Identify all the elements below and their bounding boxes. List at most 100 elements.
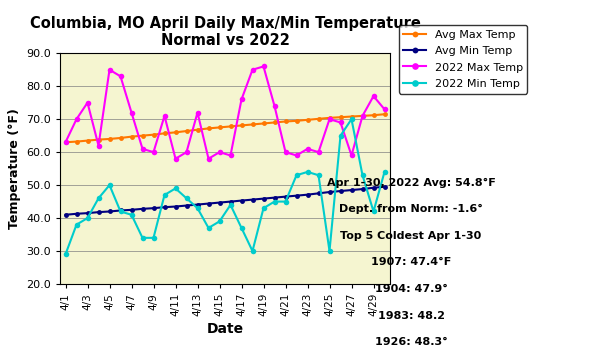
Avg Min Temp (95, 210, 102, 214)
2022 Max Temp (95, 143, 102, 148)
Line: 2022 Max Temp: 2022 Max Temp (63, 64, 387, 162)
2022 Min Temp (260, 206, 267, 210)
Avg Max Temp (370, 113, 377, 118)
Avg Min Temp (84, 211, 91, 215)
2022 Min Temp (62, 252, 69, 256)
2022 Max Temp (183, 150, 190, 154)
Avg Max Temp (282, 119, 289, 124)
Avg Min Temp (381, 185, 388, 189)
2022 Min Temp (238, 226, 245, 230)
Avg Max Temp (293, 119, 300, 123)
2022 Max Temp (194, 110, 201, 115)
Avg Min Temp (128, 208, 135, 212)
2022 Min Temp (249, 249, 256, 253)
2022 Max Temp (348, 153, 355, 158)
Avg Max Temp (161, 131, 168, 136)
Line: Avg Min Temp: Avg Min Temp (63, 184, 387, 217)
2022 Min Temp (95, 196, 102, 201)
Avg Min Temp (172, 204, 179, 209)
Line: 2022 Min Temp: 2022 Min Temp (63, 116, 387, 257)
2022 Max Temp (315, 150, 322, 154)
2022 Min Temp (84, 216, 91, 220)
2022 Max Temp (260, 64, 267, 69)
2022 Max Temp (238, 97, 245, 102)
2022 Min Temp (227, 203, 234, 207)
Avg Min Temp (359, 187, 366, 191)
2022 Max Temp (304, 147, 311, 151)
Avg Min Temp (370, 186, 377, 190)
2022 Min Temp (117, 209, 124, 214)
Avg Min Temp (161, 205, 168, 209)
Avg Min Temp (249, 197, 256, 202)
2022 Max Temp (84, 100, 91, 105)
2022 Max Temp (271, 104, 278, 108)
2022 Min Temp (315, 173, 322, 178)
2022 Min Temp (106, 183, 113, 187)
2022 Max Temp (381, 107, 388, 111)
2022 Max Temp (205, 157, 212, 161)
Avg Max Temp (216, 125, 223, 130)
2022 Max Temp (359, 114, 366, 118)
Avg Max Temp (315, 117, 322, 121)
X-axis label: Date: Date (206, 322, 244, 336)
2022 Min Temp (161, 193, 168, 197)
2022 Max Temp (337, 120, 344, 125)
2022 Max Temp (172, 157, 179, 161)
2022 Min Temp (337, 133, 344, 138)
Avg Min Temp (150, 206, 157, 210)
Avg Max Temp (172, 130, 179, 135)
Avg Max Temp (238, 123, 245, 127)
Avg Min Temp (216, 201, 223, 205)
Avg Max Temp (183, 129, 190, 133)
Avg Max Temp (359, 114, 366, 118)
Avg Min Temp (326, 190, 333, 194)
Avg Max Temp (150, 132, 157, 137)
Text: 1907: 47.4°F: 1907: 47.4°F (371, 257, 451, 267)
Text: Top 5 Coldest Apr 1-30: Top 5 Coldest Apr 1-30 (340, 231, 482, 241)
Avg Max Temp (271, 120, 278, 125)
2022 Min Temp (304, 170, 311, 174)
Text: Apr 1-30, 2022 Avg: 54.8°F: Apr 1-30, 2022 Avg: 54.8°F (326, 178, 496, 187)
2022 Max Temp (227, 153, 234, 158)
2022 Min Temp (150, 236, 157, 240)
2022 Max Temp (73, 117, 80, 121)
Avg Max Temp (84, 138, 91, 143)
Text: Dept. from Norm: -1.6°: Dept. from Norm: -1.6° (339, 204, 483, 214)
Avg Min Temp (238, 198, 245, 203)
Avg Min Temp (271, 196, 278, 200)
Avg Max Temp (139, 133, 146, 138)
Avg Min Temp (205, 201, 212, 206)
2022 Max Temp (326, 117, 333, 121)
2022 Max Temp (282, 150, 289, 154)
2022 Max Temp (139, 147, 146, 151)
2022 Min Temp (73, 223, 80, 227)
Avg Max Temp (205, 126, 212, 131)
2022 Max Temp (128, 110, 135, 115)
Legend: Avg Max Temp, Avg Min Temp, 2022 Max Temp, 2022 Min Temp: Avg Max Temp, Avg Min Temp, 2022 Max Tem… (399, 25, 527, 93)
Avg Min Temp (62, 213, 69, 217)
Y-axis label: Temperature (°F): Temperature (°F) (8, 108, 20, 229)
Avg Min Temp (117, 208, 124, 213)
2022 Min Temp (381, 170, 388, 174)
Avg Min Temp (337, 189, 344, 193)
Line: Avg Max Temp: Avg Max Temp (63, 112, 387, 145)
Avg Max Temp (128, 135, 135, 139)
2022 Min Temp (216, 219, 223, 224)
Avg Min Temp (106, 209, 113, 214)
Avg Min Temp (227, 200, 234, 204)
Avg Max Temp (73, 140, 80, 144)
Avg Max Temp (381, 112, 388, 116)
Avg Max Temp (337, 115, 344, 119)
Avg Max Temp (249, 122, 256, 127)
2022 Min Temp (205, 226, 212, 230)
2022 Min Temp (293, 173, 300, 178)
Avg Min Temp (139, 207, 146, 211)
Avg Max Temp (304, 118, 311, 122)
Title: Columbia, MO April Daily Max/Min Temperature
Normal vs 2022: Columbia, MO April Daily Max/Min Tempera… (29, 16, 421, 48)
2022 Max Temp (117, 74, 124, 78)
2022 Min Temp (282, 200, 289, 204)
Avg Max Temp (326, 116, 333, 120)
2022 Max Temp (249, 67, 256, 72)
Avg Min Temp (73, 212, 80, 216)
Avg Min Temp (315, 191, 322, 196)
